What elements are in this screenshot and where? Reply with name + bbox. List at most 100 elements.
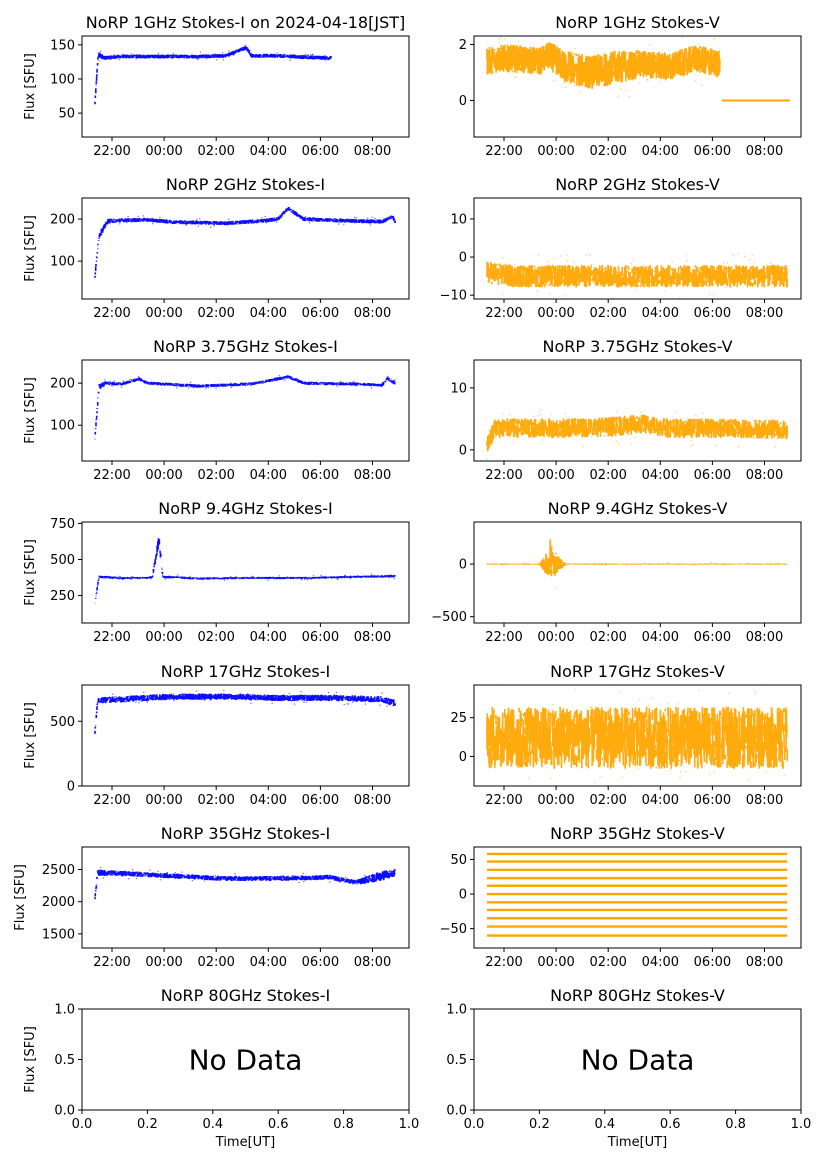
x-tick-label: 0.8 xyxy=(725,1117,746,1132)
x-tick-label: 00:00 xyxy=(537,468,574,483)
data-point xyxy=(639,698,641,701)
series-band xyxy=(94,869,396,900)
data-point xyxy=(157,870,159,873)
data-point xyxy=(744,256,746,258)
x-tick-label: 08:00 xyxy=(354,793,391,808)
x-tick-label: 22:00 xyxy=(93,306,130,321)
data-point xyxy=(243,383,245,386)
panel-v1: NoRP 1GHz Stokes-V 0 2 22:00 00:00 02:00 04:00… xyxy=(459,13,802,159)
data-point xyxy=(240,382,242,384)
data-point xyxy=(690,439,692,441)
y-tick-label: −50 xyxy=(440,922,467,937)
data-point xyxy=(699,746,701,749)
data-point xyxy=(492,728,494,730)
x-tick-label: 0.6 xyxy=(268,1117,289,1132)
data-point xyxy=(298,881,300,884)
data-point xyxy=(528,777,530,779)
y-tick-label: 0.0 xyxy=(446,1104,467,1119)
data-points xyxy=(487,852,788,937)
data-point xyxy=(284,379,286,381)
data-point xyxy=(343,223,345,225)
data-point xyxy=(690,445,692,447)
data-point xyxy=(609,416,611,418)
data-point xyxy=(115,696,118,698)
data-point xyxy=(663,290,665,292)
data-point xyxy=(181,221,183,223)
data-point xyxy=(353,216,356,219)
data-point xyxy=(495,63,497,65)
x-axis-label: Time[UT] xyxy=(607,1135,667,1150)
data-point xyxy=(783,774,785,776)
data-point xyxy=(687,563,690,565)
data-point xyxy=(770,262,772,264)
data-point xyxy=(531,58,534,60)
data-point xyxy=(639,416,641,418)
data-point xyxy=(502,564,504,566)
data-point xyxy=(615,440,618,442)
data-point xyxy=(311,698,313,701)
data-point xyxy=(206,577,208,579)
data-point xyxy=(626,564,628,566)
data-point xyxy=(152,223,154,225)
data-point xyxy=(181,871,183,873)
x-tick-label: 00:00 xyxy=(145,793,182,808)
data-point xyxy=(294,703,296,705)
data-point xyxy=(685,253,687,255)
data-point xyxy=(291,54,294,56)
data-point xyxy=(700,84,703,86)
x-tick-label: 02:00 xyxy=(589,468,626,483)
data-point xyxy=(149,576,152,578)
data-point xyxy=(239,693,242,695)
data-point xyxy=(374,217,376,220)
data-point xyxy=(710,562,712,564)
data-point xyxy=(681,36,684,39)
data-point xyxy=(166,875,169,877)
data-point xyxy=(707,564,710,566)
data-point xyxy=(363,383,365,386)
data-point xyxy=(362,222,365,224)
y-tick-label: 25 xyxy=(450,711,467,726)
data-point xyxy=(196,57,198,60)
panel-i5: NoRP 17GHz Stokes-I 0 500 22:00 00:00 02:00 04… xyxy=(23,662,410,808)
data-point xyxy=(325,384,327,386)
data-point xyxy=(344,876,347,878)
data-point xyxy=(740,437,743,439)
data-point xyxy=(278,575,280,577)
data-point xyxy=(378,384,380,387)
data-point xyxy=(575,279,577,281)
data-point xyxy=(540,414,542,416)
data-point xyxy=(98,60,100,62)
data-point xyxy=(579,431,582,433)
data-point xyxy=(502,413,504,416)
data-point xyxy=(343,703,345,706)
data-point xyxy=(514,76,516,79)
x-tick-label: 22:00 xyxy=(485,793,522,808)
data-point xyxy=(350,577,352,580)
x-tick-label: 04:00 xyxy=(642,468,679,483)
data-point xyxy=(375,575,377,578)
data-point xyxy=(160,56,162,58)
panel-i1: NoRP 1GHz Stokes-I on 2024-04-18[JST] 50 1… xyxy=(23,13,410,159)
data-point xyxy=(218,57,221,59)
data-point xyxy=(286,576,289,578)
data-point xyxy=(372,384,375,386)
y-tick-label: 0 xyxy=(67,780,75,795)
data-point xyxy=(539,744,542,747)
data-point xyxy=(303,577,305,579)
x-tick-label: 22:00 xyxy=(485,955,522,970)
data-point xyxy=(755,690,757,692)
data-point xyxy=(671,260,673,263)
y-tick-label: 0 xyxy=(459,750,467,765)
data-point xyxy=(571,430,573,433)
data-point xyxy=(651,697,654,699)
data-point xyxy=(129,379,131,381)
x-tick-label: 06:00 xyxy=(694,144,731,159)
x-tick-label: 04:00 xyxy=(642,144,679,159)
data-point xyxy=(192,874,194,877)
data-point xyxy=(338,576,340,578)
data-point xyxy=(728,692,730,694)
data-point xyxy=(733,433,735,435)
x-tick-label: 06:00 xyxy=(302,306,339,321)
data-point xyxy=(271,702,273,704)
x-tick-label: 00:00 xyxy=(537,144,574,159)
